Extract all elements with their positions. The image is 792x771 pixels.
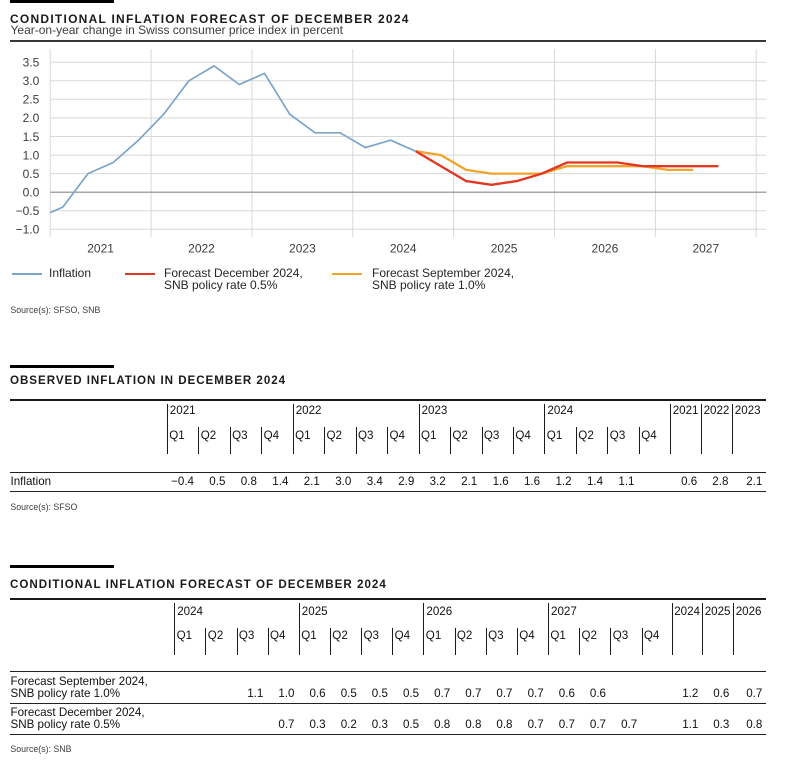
svg-text:2023: 2023 [289, 242, 316, 256]
svg-text:2.0: 2.0 [23, 111, 40, 125]
svg-text:2024: 2024 [390, 242, 417, 256]
svg-text:3.0: 3.0 [23, 74, 40, 88]
svg-text:0.0: 0.0 [23, 186, 40, 200]
svg-text:2026: 2026 [592, 242, 619, 256]
svg-text:2.5: 2.5 [23, 93, 40, 107]
svg-text:3.5: 3.5 [23, 56, 40, 70]
svg-text:2022: 2022 [188, 242, 215, 256]
svg-text:−0.5: −0.5 [16, 204, 40, 218]
svg-text:2025: 2025 [491, 242, 518, 256]
svg-text:2027: 2027 [692, 242, 719, 256]
svg-text:0.5: 0.5 [23, 167, 40, 181]
svg-text:−1.0: −1.0 [16, 223, 40, 237]
svg-text:2021: 2021 [87, 242, 114, 256]
svg-text:1.5: 1.5 [23, 130, 40, 144]
svg-text:1.0: 1.0 [23, 148, 40, 162]
